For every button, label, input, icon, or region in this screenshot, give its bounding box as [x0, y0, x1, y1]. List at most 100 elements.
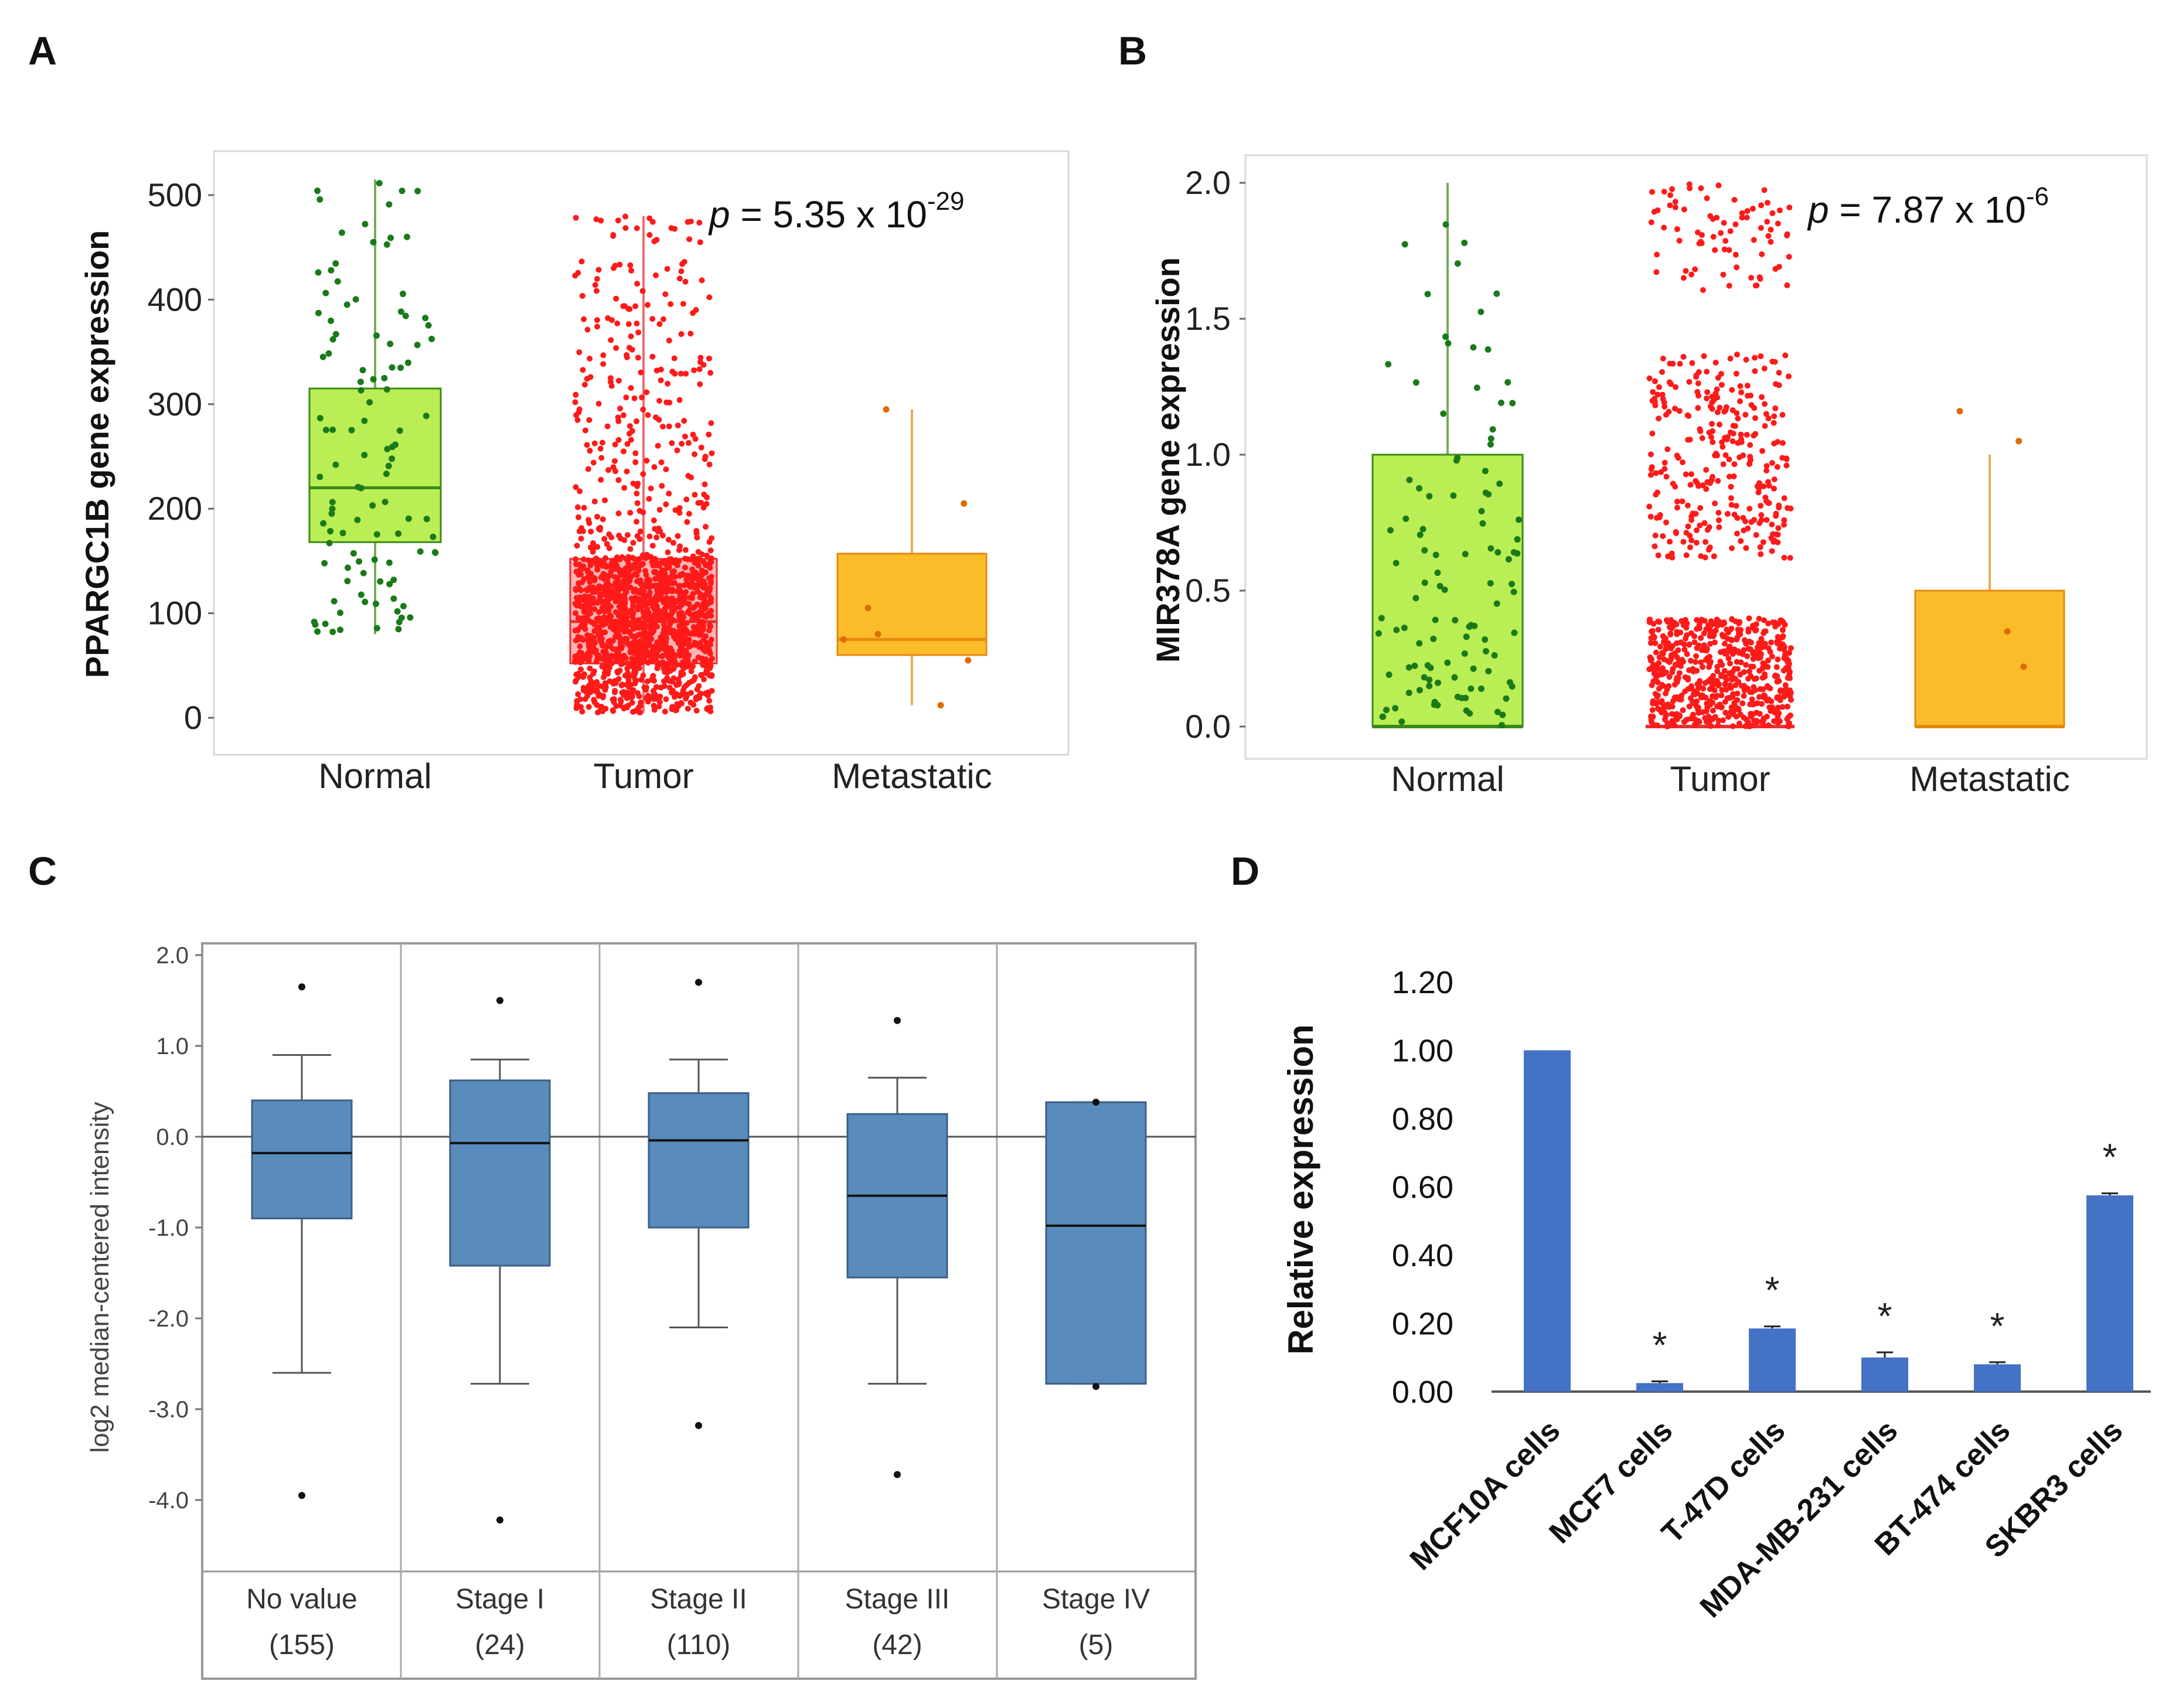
panel-b-point	[1779, 704, 1786, 710]
panel-a-point	[577, 643, 583, 649]
panel-a-point	[585, 557, 591, 564]
panel-b-point	[1785, 674, 1791, 681]
panel-a-point	[708, 596, 714, 602]
panel-b-point	[1695, 405, 1701, 411]
panel-a-point	[686, 643, 692, 650]
panel-a-point	[663, 696, 669, 703]
panel-a-point	[581, 381, 588, 388]
panel-b-point	[1648, 713, 1654, 720]
panel-b-point	[1718, 230, 1724, 236]
panel-a-point	[604, 541, 610, 547]
panel-b-point	[1765, 233, 1772, 239]
panel-a-point	[630, 687, 636, 693]
panel-b-point	[1785, 690, 1792, 697]
panel-b-points-metastatic	[1956, 408, 2027, 670]
panel-a-point	[358, 387, 365, 394]
panel-b-point	[1775, 621, 1782, 627]
panel-b-point	[1711, 632, 1717, 639]
panel-a-point	[638, 645, 644, 651]
panel-b-point	[1775, 720, 1781, 726]
panel-b: B 0.0 0.5 1.0 1.5 2.0 MIR378A gene expressio…	[1118, 29, 2148, 799]
panel-b-point	[1441, 586, 1448, 593]
panel-b-point	[2004, 628, 2011, 635]
panel-b-point	[1684, 620, 1690, 626]
panel-b-point	[1654, 694, 1660, 700]
panel-b-point	[1729, 438, 1736, 445]
panel-a-point	[607, 637, 614, 644]
panel-b-point	[1670, 666, 1676, 672]
panel-d-bars: * * * * *	[1524, 1050, 2133, 1392]
panel-a-point	[573, 484, 579, 490]
panel-b-point	[1758, 353, 1764, 359]
panel-a-point	[337, 626, 344, 633]
panel-b-point	[1707, 722, 1714, 729]
panel-b-point	[1646, 666, 1653, 673]
panel-b-point	[1763, 713, 1770, 720]
panel-a-point	[680, 301, 686, 307]
panel-b-point	[1711, 639, 1718, 646]
panel-a-category-normal: Normal	[318, 756, 431, 796]
panel-b-point	[1729, 669, 1736, 675]
panel-b-point	[1695, 483, 1702, 489]
panel-a-point	[635, 329, 642, 336]
panel-b-point	[1730, 711, 1737, 717]
panel-c-category-4-name: Stage III	[845, 1584, 950, 1615]
panel-c-outlier	[695, 1421, 702, 1429]
panel-b-point	[1646, 503, 1653, 510]
panel-b-point	[1499, 711, 1506, 718]
panel-a-point	[696, 683, 702, 689]
panel-b-point	[1692, 266, 1698, 272]
panel-a-point	[615, 418, 622, 424]
panel-b-point	[1775, 656, 1781, 663]
panel-b-point	[1771, 476, 1778, 483]
panel-b-point	[1763, 517, 1770, 523]
panel-b-point	[1654, 207, 1661, 213]
panel-a-point	[706, 539, 713, 546]
panel-a-point	[632, 638, 638, 645]
panel-a-point	[620, 448, 627, 455]
panel-b-point	[1432, 616, 1439, 623]
panel-b-point	[1765, 479, 1771, 485]
panel-c-y-tick-label: -3.0	[148, 1397, 189, 1423]
panel-b-point	[1769, 548, 1775, 554]
panel-b-point	[1695, 369, 1702, 376]
panel-a-point	[644, 678, 651, 684]
panel-d-category-mda-mb-231: MDA-MB-231 cells	[1694, 1413, 1905, 1624]
panel-b-point	[1417, 531, 1424, 538]
panel-b-point	[1700, 287, 1706, 293]
panel-a-point	[620, 412, 627, 418]
panel-a-point	[688, 474, 694, 480]
panel-a-point	[628, 385, 634, 391]
panel-a-point	[636, 555, 642, 562]
panel-b-point	[1496, 480, 1503, 487]
panel-a-point	[626, 431, 632, 437]
panel-b-point	[1385, 361, 1392, 368]
panel-c-category-3-count: (110)	[667, 1629, 731, 1661]
panel-a-point	[328, 510, 335, 517]
panel-a-point	[329, 499, 336, 506]
panel-b-point	[1458, 694, 1465, 701]
panel-a-point	[707, 642, 714, 648]
panel-a-point	[660, 665, 667, 671]
panel-b-point	[1701, 353, 1707, 359]
panel-b-point	[1712, 452, 1718, 459]
panel-a-point	[584, 608, 591, 615]
panel-b-point	[1659, 369, 1665, 375]
panel-a-point	[687, 594, 693, 601]
panel-d-y-tick-label: 0.80	[1392, 1102, 1453, 1137]
panel-a-point	[646, 232, 653, 238]
panel-a-point	[683, 577, 690, 583]
panel-a-point	[591, 440, 598, 446]
panel-b-point	[1756, 480, 1762, 486]
panel-a-point	[639, 394, 645, 401]
panel-a-point	[627, 584, 634, 591]
panel-a-point	[679, 261, 685, 267]
panel-b-point	[1779, 641, 1786, 647]
panel-b-point	[1738, 431, 1744, 438]
panel-b-point	[1670, 360, 1676, 367]
panel-a-point	[696, 220, 703, 226]
panel-b-point	[1649, 707, 1656, 713]
panel-a-point	[579, 708, 585, 715]
panel-b-point	[1704, 389, 1711, 396]
